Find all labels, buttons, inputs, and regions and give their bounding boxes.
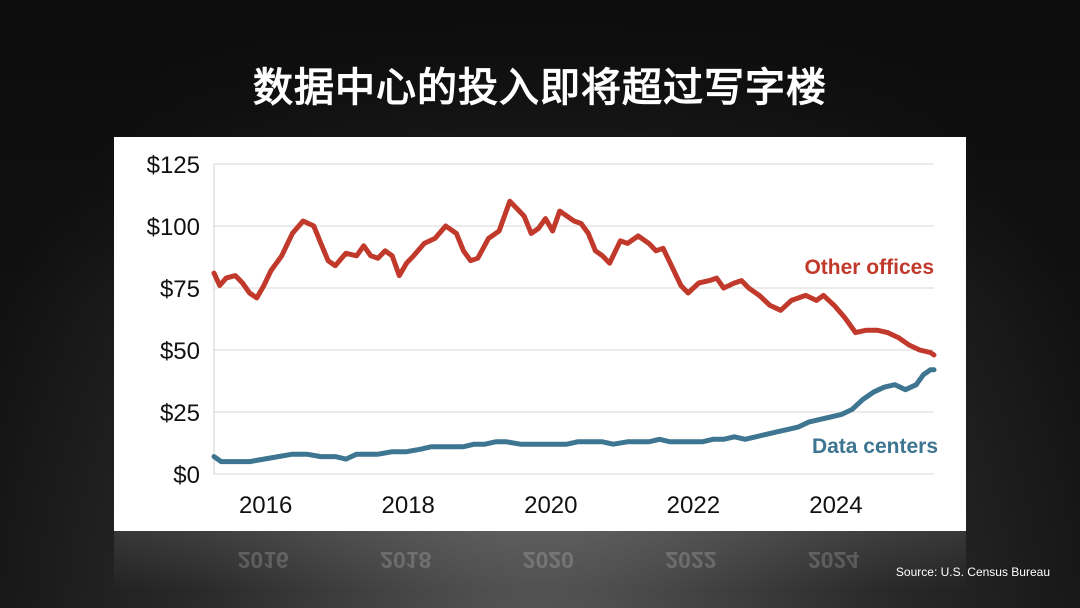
- x-tick-label: 2016: [239, 492, 292, 519]
- reflected-year: 2022: [665, 547, 717, 573]
- x-tick-label: 2024: [809, 492, 862, 519]
- reflected-year: 2024: [807, 547, 860, 573]
- y-tick-label: $75: [160, 276, 200, 303]
- reflected-year: 2018: [380, 547, 432, 573]
- slide-title: 数据中心的投入即将超过写字楼: [253, 65, 827, 111]
- series-label-layer: Other offices Data centers: [804, 256, 938, 458]
- y-tick-label: $0: [173, 462, 200, 489]
- y-tick-label: $25: [160, 400, 200, 427]
- series-line: [211, 198, 937, 358]
- grid-layer: [214, 163, 934, 475]
- series-label: Data centers: [812, 435, 938, 458]
- series-line: [211, 367, 937, 465]
- x-tick-label: 2018: [382, 492, 435, 519]
- axis-layer: $0 $25 $50 $75 $100 $125 2016 2018 2020 2022 2024: [147, 152, 863, 519]
- y-tick-label: $100: [147, 214, 200, 241]
- x-tick-label: 2020: [524, 492, 577, 519]
- y-tick-label: $125: [147, 152, 200, 179]
- reflected-year-labels: 2016 2018 2020 2022 2024: [114, 533, 966, 573]
- source-note: Source: U.S. Census Bureau: [895, 565, 1050, 579]
- reflected-year: 2020: [522, 547, 574, 573]
- chart-panel: $0 $25 $50 $75 $100 $125 2016 2018 2020 2022 2024 …: [114, 137, 966, 531]
- y-tick-label: $50: [160, 338, 200, 365]
- series-layer: [211, 198, 937, 465]
- reflected-year: 2016: [237, 547, 289, 573]
- chart-reflection: 2016 2018 2020 2022 2024: [114, 531, 966, 591]
- x-tick-label: 2022: [667, 492, 720, 519]
- series-label: Other offices: [804, 256, 934, 279]
